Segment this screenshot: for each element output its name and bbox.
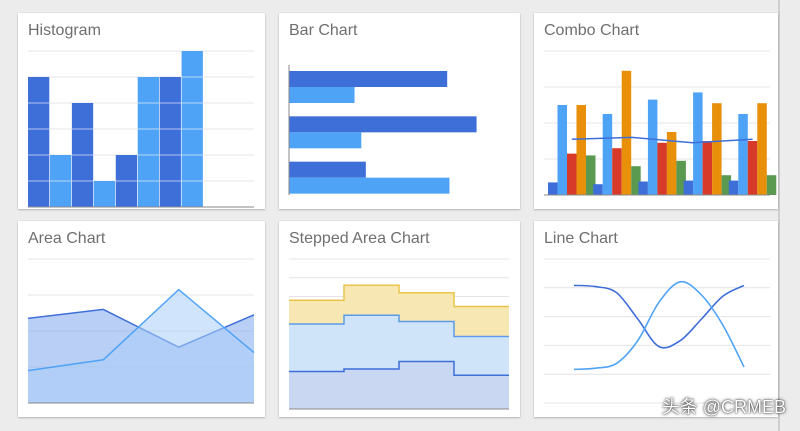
bar xyxy=(289,71,448,87)
series-line xyxy=(573,284,745,349)
area-fill xyxy=(28,289,254,403)
combo-bar xyxy=(631,166,641,195)
combo-bar xyxy=(647,99,658,195)
combo-bar xyxy=(586,155,596,195)
line-chart-card: Line Chart xyxy=(534,221,778,417)
area-chart-plot xyxy=(27,258,255,404)
combo-bar xyxy=(621,70,632,195)
combo-bar xyxy=(638,181,648,195)
combo-bar xyxy=(548,182,558,195)
stepped-area-line xyxy=(289,314,509,338)
stepped-area-chart-title: Stepped Area Chart xyxy=(289,230,430,247)
combo-chart-card: Combo Chart xyxy=(534,13,778,209)
series-line xyxy=(573,280,745,371)
combo-bar xyxy=(757,103,767,195)
combo-bar xyxy=(728,180,739,195)
combo-chart-title: Combo Chart xyxy=(544,22,640,39)
histogram-bar xyxy=(137,77,159,207)
combo-bar xyxy=(576,105,586,195)
histogram-bar xyxy=(159,77,181,207)
stepped-area-chart-card: Stepped Area Chart xyxy=(279,221,520,417)
histogram-bar xyxy=(28,77,50,207)
area-chart-card: Area Chart xyxy=(18,221,265,417)
combo-bar xyxy=(766,175,777,195)
combo-bar xyxy=(712,103,722,195)
combo-bar xyxy=(676,160,686,195)
histogram-bar xyxy=(93,181,116,207)
histogram-plot xyxy=(28,50,254,208)
combo-bar xyxy=(693,92,703,195)
line-chart-plot xyxy=(544,258,770,404)
bar xyxy=(289,87,355,103)
stepped-area-line xyxy=(289,360,509,377)
bar xyxy=(289,116,477,133)
combo-bar xyxy=(557,105,567,195)
window-edge-rule xyxy=(778,0,780,431)
combo-line xyxy=(571,136,753,144)
combo-bar xyxy=(612,148,622,195)
combo-bar xyxy=(702,141,713,195)
bar-chart-plot xyxy=(288,65,477,195)
combo-bar xyxy=(747,141,758,195)
combo-bar xyxy=(666,132,677,195)
combo-bar xyxy=(567,153,577,195)
bar xyxy=(289,177,450,194)
combo-bar xyxy=(738,114,748,195)
line-chart-title: Line Chart xyxy=(544,230,618,247)
bar xyxy=(289,161,366,178)
histogram-title: Histogram xyxy=(28,22,101,39)
bar-chart-card: Bar Chart xyxy=(279,13,520,209)
area-chart-title: Area Chart xyxy=(28,230,106,247)
combo-bar xyxy=(602,114,613,195)
histogram-card: Histogram xyxy=(18,13,265,209)
bar xyxy=(289,132,362,149)
stepped-area-line xyxy=(289,284,509,308)
watermark: 头条 @CRMEB xyxy=(661,397,786,417)
combo-bar xyxy=(683,180,694,195)
combo-bar xyxy=(721,175,732,195)
bar-chart-title: Bar Chart xyxy=(289,22,358,39)
combo-bar xyxy=(657,142,667,195)
stepped-area-chart-plot xyxy=(289,258,509,410)
combo-bar xyxy=(593,184,603,195)
area-line xyxy=(27,288,255,372)
combo-chart-plot xyxy=(544,50,777,196)
